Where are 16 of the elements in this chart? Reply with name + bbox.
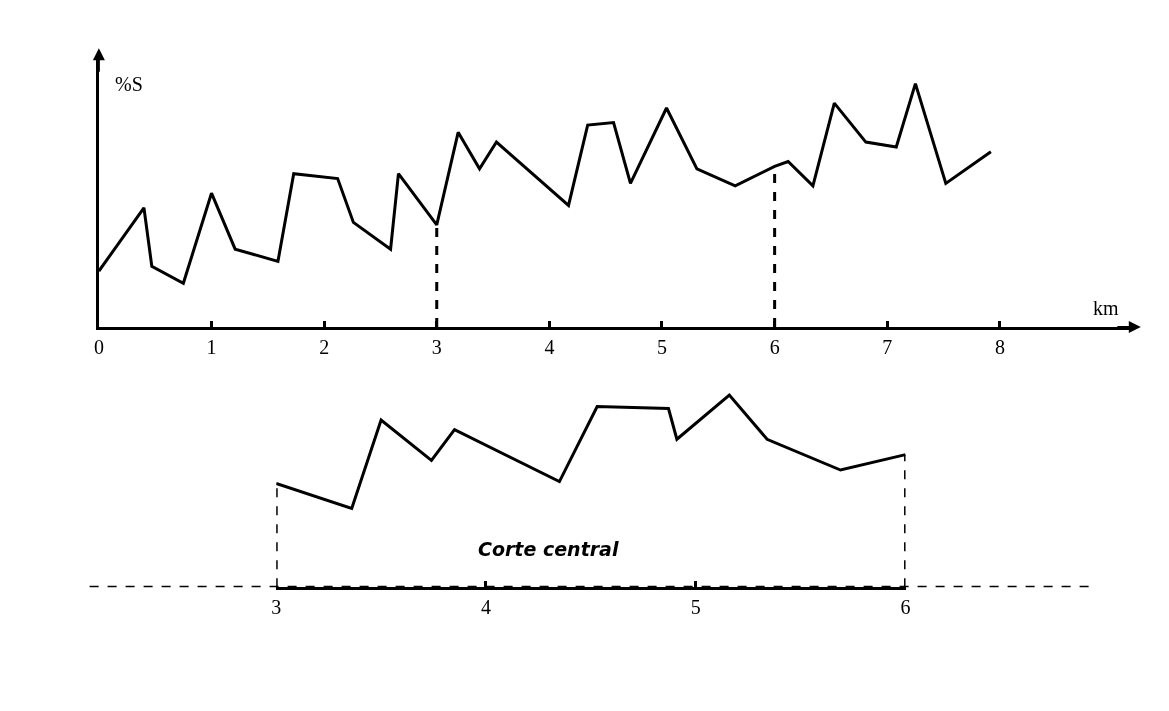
- x-axis-title: km: [1093, 297, 1119, 319]
- x-tick-label: 0: [93, 336, 104, 359]
- x-tick-label: 6: [769, 336, 780, 359]
- x-tick-label: 4: [544, 336, 555, 359]
- x-tick-label: 8: [994, 336, 1005, 359]
- x-tick-label: 5: [690, 596, 701, 619]
- x-tick-label: 5: [657, 336, 667, 359]
- x-tick-label: 4: [480, 596, 491, 619]
- x-tick-label: 3: [431, 336, 442, 359]
- x-tick-label: 6: [900, 596, 911, 619]
- x-tick-label: 1: [206, 336, 217, 359]
- text: Corte central: [478, 538, 619, 560]
- x-tick-label: 3: [271, 596, 282, 619]
- x-tick-label: 2: [319, 336, 330, 359]
- x-tick-label: 7: [882, 336, 893, 359]
- y-axis-title: %S: [115, 73, 143, 95]
